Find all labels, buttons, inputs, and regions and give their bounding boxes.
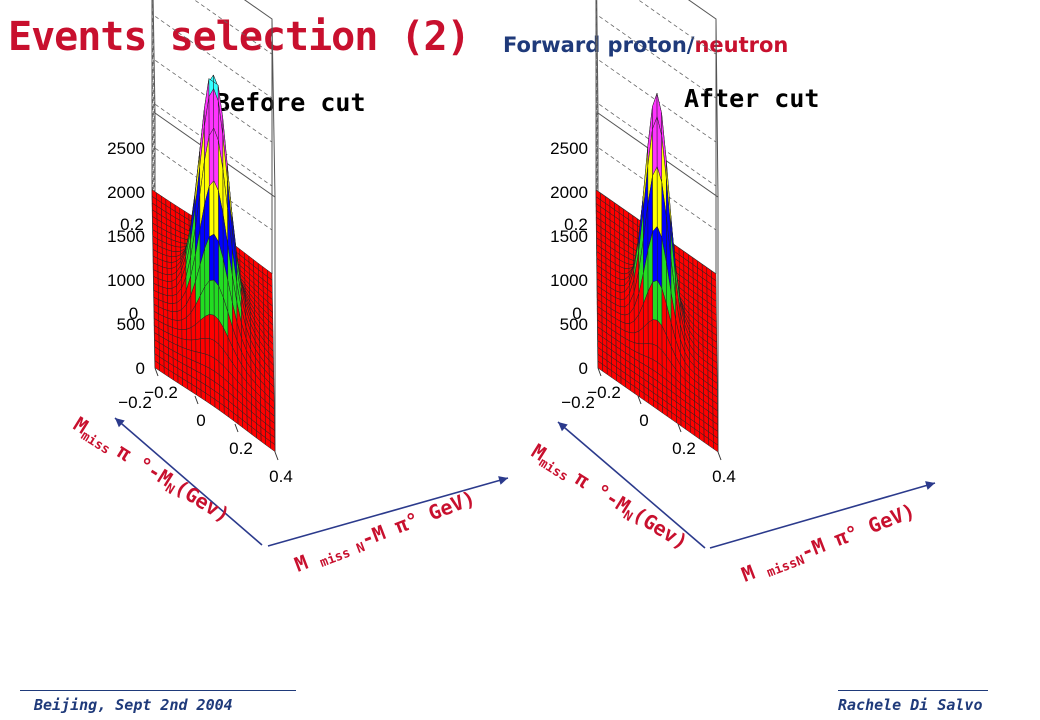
z-tick-label: 2000 [107, 183, 145, 202]
footer-location-date: Beijing, Sept 2nd 2004 [34, 696, 233, 714]
x-tick-label: −0.2 [587, 383, 621, 402]
surface-cell [713, 441, 719, 453]
x-tick-label: −0.2 [144, 383, 178, 402]
surface-cell [619, 298, 626, 308]
x-axis-label: M missN-M π° GeV) [738, 498, 919, 589]
x-tick [677, 423, 682, 433]
surface-cell [619, 272, 625, 280]
surface-cell [652, 343, 658, 363]
z-tick-label: 2000 [550, 183, 588, 202]
x-tick-label: 0 [639, 411, 648, 430]
y-axis-arrow [114, 417, 263, 546]
surface-cell [270, 440, 276, 453]
surface-cell [657, 319, 663, 352]
z-tick-label: 0 [579, 359, 588, 378]
z-gridline [595, 13, 717, 193]
z-tick-label: 500 [117, 315, 145, 334]
subtitle-part1: Forward proton/ [503, 33, 695, 57]
surface-cell [652, 166, 658, 233]
y-tick-label: 0 [572, 304, 581, 323]
z-tick-label: 1000 [550, 271, 588, 290]
x-tick-label: 0.4 [712, 467, 736, 486]
surface-cell [652, 280, 658, 321]
x-tick [637, 395, 642, 405]
surface-cell [619, 291, 626, 300]
x-tick-label: 0 [196, 411, 205, 430]
x-tick [154, 367, 159, 377]
z-tick-label: 2500 [550, 139, 588, 158]
z-tick-label: 1500 [107, 227, 145, 246]
y-axis-arrow-head [558, 422, 568, 432]
x-tick [234, 423, 239, 433]
x-tick [597, 367, 602, 377]
y-axis-label: Mmiss π °-MN(Gev) [526, 439, 692, 557]
x-axis-arrow [267, 477, 509, 547]
z-tick-label: 500 [560, 315, 588, 334]
z-tick-label: 0 [136, 359, 145, 378]
x-axis-arrow [709, 482, 936, 549]
slide-subtitle: Forward proton/neutron [503, 33, 788, 57]
y-tick-label: 0 [129, 304, 138, 323]
x-tick [194, 395, 199, 405]
z-tick-label: 2500 [107, 139, 145, 158]
surface-cell [652, 225, 658, 283]
x-tick-label: 0.2 [229, 439, 253, 458]
footer-rule-right [838, 690, 988, 691]
surface-cell [634, 330, 640, 345]
z-tick-label: 1500 [550, 227, 588, 246]
y-tick-label: −0.2 [118, 393, 152, 412]
z-gridline [595, 0, 717, 149]
z-gridline [151, 57, 273, 237]
surface-cell [647, 343, 654, 360]
chart-title-after: After cut [684, 84, 820, 113]
surface-1 [595, 93, 719, 453]
slide-title: Events selection (2) [8, 14, 471, 60]
subtitle-part2: neutron [694, 33, 789, 57]
y-tick-label: −0.2 [561, 393, 595, 412]
y-axis-arrow-head [115, 418, 125, 428]
x-tick [717, 451, 722, 461]
surface-cell [647, 319, 654, 345]
footer-rule-left [20, 690, 296, 691]
surface-cell [619, 279, 625, 287]
surface-cell [657, 279, 663, 327]
x-axis-arrow-head [925, 481, 935, 490]
z-gridline [151, 13, 273, 193]
surface-cell [624, 313, 630, 324]
surface-cell [619, 285, 625, 293]
x-tick-label: 0.2 [672, 439, 696, 458]
x-tick-label: 0.4 [269, 467, 293, 486]
surface-cell [652, 319, 658, 347]
footer-author: Rachele Di Salvo [838, 696, 983, 714]
y-tick-label: 0.2 [564, 215, 588, 234]
surface-cell [643, 343, 649, 358]
surface-0 [151, 74, 276, 453]
z-gridline [152, 0, 273, 149]
x-tick [274, 451, 279, 461]
y-tick-label: 0.2 [120, 215, 144, 234]
z-tick-label: 1000 [107, 271, 145, 290]
chart-title-before: Before cut [215, 88, 366, 117]
x-axis-arrow-head [498, 476, 508, 485]
y-axis-arrow [557, 421, 706, 549]
z-gridline [595, 57, 717, 237]
